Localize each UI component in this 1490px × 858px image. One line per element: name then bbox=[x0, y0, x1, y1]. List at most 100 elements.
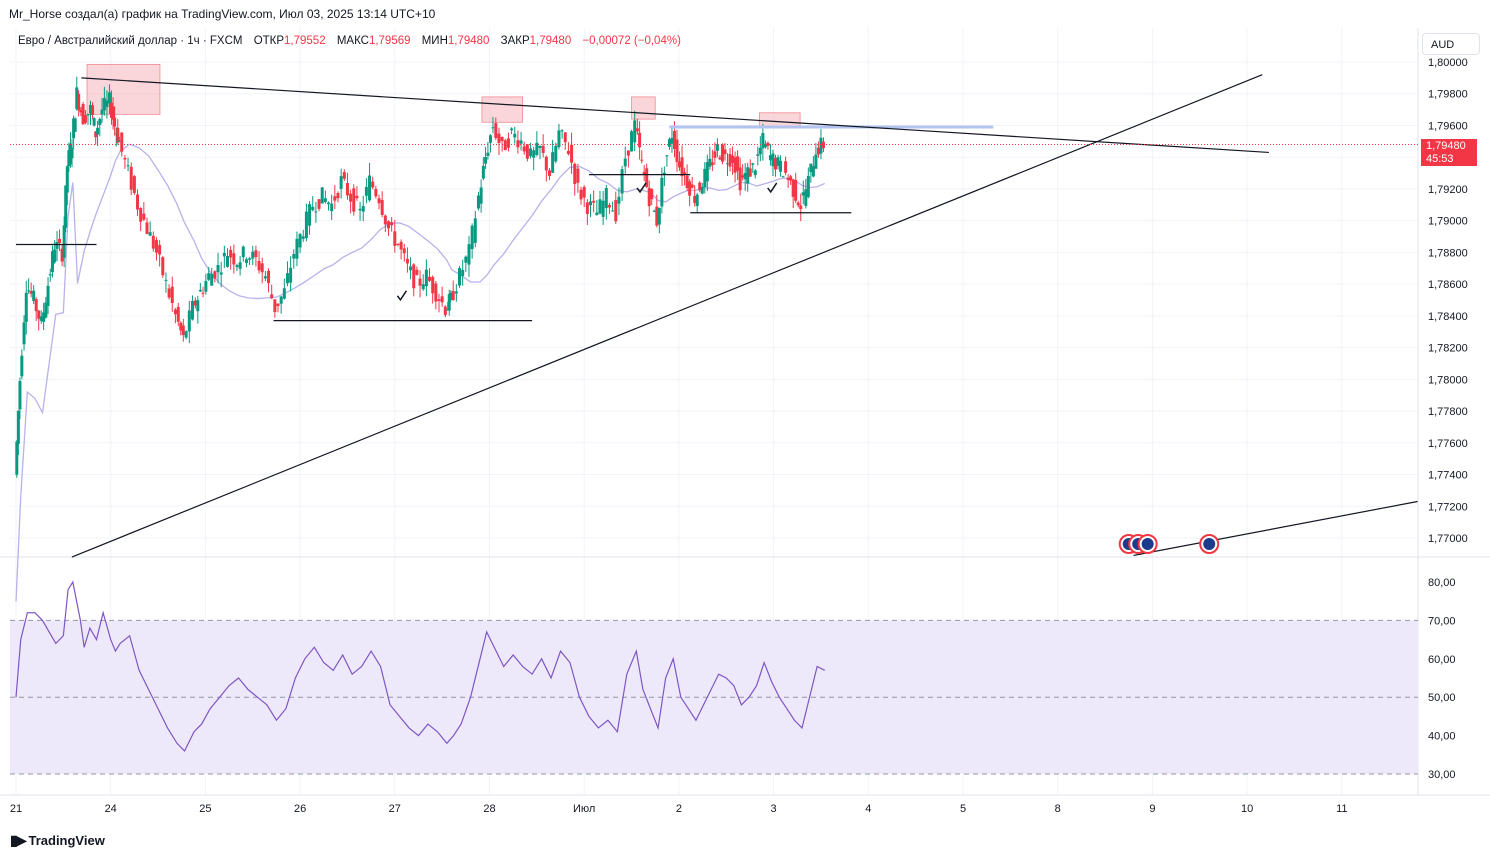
candle-body bbox=[473, 218, 477, 243]
symbol-name[interactable]: Евро / Австралийский доллар · 1ч · FXCM bbox=[18, 35, 243, 47]
candle-body bbox=[126, 165, 130, 167]
candle-body bbox=[481, 165, 485, 179]
close-value: 1,79480 bbox=[529, 35, 572, 47]
candle-body bbox=[323, 198, 327, 203]
candle-body bbox=[117, 140, 121, 142]
candle-body bbox=[607, 205, 611, 208]
candle-body bbox=[330, 203, 334, 212]
candle-body bbox=[705, 162, 709, 182]
candle-body bbox=[544, 156, 548, 171]
candle-body bbox=[336, 192, 340, 199]
candle-body bbox=[114, 133, 118, 135]
change-value: −0,00072 (−0,04%) bbox=[582, 35, 681, 47]
candle-body bbox=[120, 132, 124, 152]
candle-body bbox=[748, 168, 752, 177]
candle-body bbox=[289, 267, 293, 283]
time-tick-label: 9 bbox=[1149, 803, 1155, 815]
candle-body bbox=[768, 155, 772, 161]
candle-body bbox=[154, 240, 158, 253]
candle-body bbox=[15, 441, 19, 475]
candle-body bbox=[105, 100, 109, 108]
candle-body bbox=[238, 262, 242, 269]
chart-attribution: Mr_Horse создал(а) график на TradingView… bbox=[9, 7, 436, 21]
candle-body bbox=[630, 131, 634, 152]
candle-body bbox=[219, 272, 223, 275]
candle-body bbox=[81, 104, 85, 125]
candle-body bbox=[377, 198, 381, 204]
candle-body bbox=[688, 181, 692, 196]
candle-body bbox=[65, 166, 69, 193]
candle-body bbox=[390, 222, 394, 226]
candle-body bbox=[100, 109, 104, 115]
candle-body bbox=[39, 316, 43, 321]
candle-body bbox=[263, 276, 267, 279]
candle-body bbox=[94, 131, 98, 138]
candle-body bbox=[799, 205, 803, 210]
candle-body bbox=[645, 168, 649, 187]
candle-body bbox=[107, 92, 111, 104]
candle-body bbox=[733, 157, 737, 173]
candle-body bbox=[75, 87, 79, 109]
candle-body bbox=[418, 278, 422, 286]
candle-body bbox=[611, 210, 615, 212]
candle-body bbox=[317, 199, 321, 209]
candle-body bbox=[257, 261, 261, 271]
trendline-1[interactable] bbox=[71, 74, 1263, 558]
candle-body bbox=[660, 177, 664, 207]
candle-body bbox=[551, 152, 555, 173]
price-tick-label: 1,77000 bbox=[1428, 533, 1468, 545]
candle-body bbox=[670, 137, 674, 144]
time-tick-label: 24 bbox=[105, 803, 117, 815]
trendline-0[interactable] bbox=[81, 77, 1269, 154]
tradingview-logo[interactable]: ▮▶ TradingView bbox=[10, 832, 105, 849]
candle-body bbox=[167, 288, 171, 298]
candle-body bbox=[276, 303, 280, 307]
candle-body bbox=[753, 170, 757, 176]
resistance-zone-3 bbox=[758, 112, 801, 128]
candle-body bbox=[464, 256, 468, 263]
rsi-tick-label: 80,00 bbox=[1428, 577, 1456, 589]
check-mark-icon bbox=[636, 182, 647, 194]
candle-body bbox=[582, 186, 586, 198]
candle-body bbox=[98, 119, 102, 125]
candle-body bbox=[92, 118, 96, 126]
price-tick-label: 1,79000 bbox=[1428, 216, 1468, 228]
price-tick-label: 1,77600 bbox=[1428, 438, 1468, 450]
rsi-tick-label: 40,00 bbox=[1428, 731, 1456, 743]
candle-body bbox=[779, 160, 783, 172]
candle-body bbox=[374, 188, 378, 197]
candle-body bbox=[235, 265, 239, 267]
candle-body bbox=[446, 309, 450, 311]
time-tick-label: 11 bbox=[1336, 803, 1347, 815]
candle-body bbox=[304, 211, 308, 239]
candle-body bbox=[806, 175, 810, 198]
candle-body bbox=[443, 306, 447, 316]
trendline-2[interactable] bbox=[1133, 500, 1418, 557]
candle-body bbox=[814, 154, 818, 169]
candle-body bbox=[726, 163, 730, 165]
candle-body bbox=[320, 187, 324, 204]
candle-body bbox=[773, 158, 777, 170]
candle-body bbox=[635, 128, 639, 132]
candle-body bbox=[113, 117, 117, 127]
candle-body bbox=[554, 145, 558, 162]
candle-body bbox=[60, 248, 64, 262]
candle-body bbox=[535, 142, 539, 155]
candle-body bbox=[53, 249, 57, 263]
candle-body bbox=[216, 265, 220, 273]
candle-body bbox=[662, 172, 666, 175]
currency-button[interactable]: AUD bbox=[1422, 33, 1480, 55]
candle-body bbox=[170, 286, 174, 304]
candle-body bbox=[657, 207, 661, 225]
candle-body bbox=[451, 291, 455, 301]
candle-body bbox=[781, 176, 785, 178]
candle-body bbox=[396, 243, 400, 245]
candle-body bbox=[32, 290, 36, 301]
candle-body bbox=[529, 148, 533, 157]
candle-body bbox=[431, 277, 435, 294]
candle-body bbox=[756, 154, 760, 156]
candle-body bbox=[301, 236, 305, 239]
price-tick-label: 1,78800 bbox=[1428, 247, 1468, 259]
candle-body bbox=[142, 213, 146, 220]
